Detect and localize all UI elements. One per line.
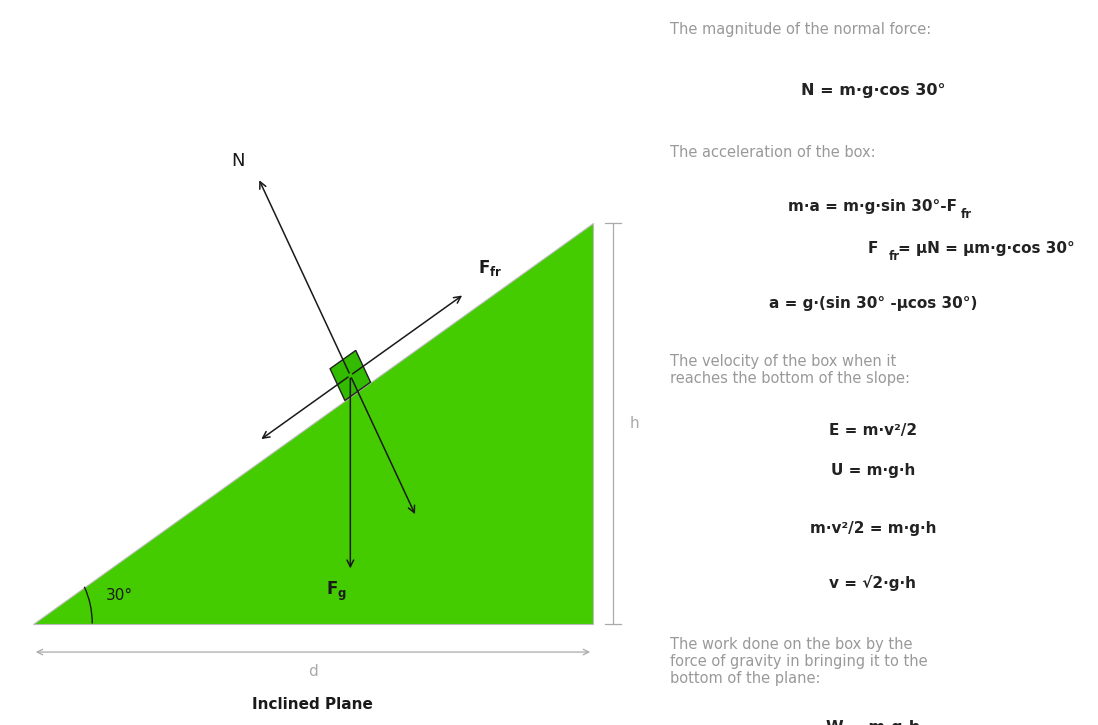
Polygon shape	[33, 223, 593, 624]
Text: m·a = m·g·sin 30°-F: m·a = m·g·sin 30°-F	[788, 199, 957, 215]
Text: m·v²/2 = m·g·h: m·v²/2 = m·g·h	[809, 521, 937, 536]
Text: $\mathbf{F_g}$: $\mathbf{F_g}$	[326, 579, 347, 602]
Text: fr: fr	[889, 250, 900, 263]
Text: = μN = μm·g·cos 30°: = μN = μm·g·cos 30°	[898, 241, 1075, 257]
Text: The work done on the box by the
force of gravity in bringing it to the
bottom of: The work done on the box by the force of…	[670, 637, 928, 687]
Text: a = g·(sin 30° -μcos 30°): a = g·(sin 30° -μcos 30°)	[769, 296, 977, 311]
Text: v = √2·g·h: v = √2·g·h	[829, 575, 917, 591]
Text: N = m·g·cos 30°: N = m·g·cos 30°	[800, 83, 945, 99]
Text: E = m·v²/2: E = m·v²/2	[829, 423, 917, 438]
Text: The velocity of the box when it
reaches the bottom of the slope:: The velocity of the box when it reaches …	[670, 354, 910, 386]
Text: The acceleration of the box:: The acceleration of the box:	[670, 145, 876, 160]
Polygon shape	[330, 350, 370, 400]
Text: The magnitude of the normal force:: The magnitude of the normal force:	[670, 22, 931, 37]
Text: 30°: 30°	[105, 588, 133, 603]
Text: h: h	[629, 416, 639, 431]
Text: $\mathbf{F_{fr}}$: $\mathbf{F_{fr}}$	[478, 257, 502, 278]
Text: U = m·g·h: U = m·g·h	[831, 463, 915, 478]
Text: W = m·g·h: W = m·g·h	[826, 720, 920, 725]
Text: F: F	[867, 241, 878, 257]
Text: d: d	[309, 664, 317, 679]
Text: fr: fr	[961, 208, 972, 221]
Text: Inclined Plane: Inclined Plane	[253, 697, 373, 712]
Text: N: N	[232, 152, 245, 170]
